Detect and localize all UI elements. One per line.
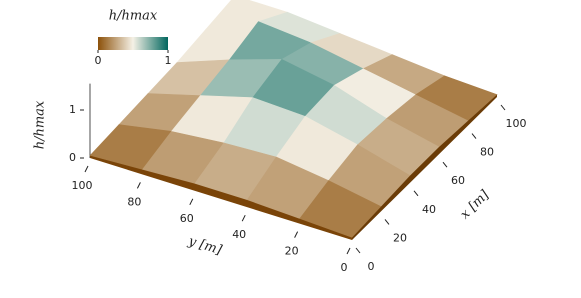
surface-wall	[352, 94, 497, 240]
y-tick-label: 40	[232, 228, 246, 241]
y-tick	[294, 231, 299, 238]
z-tick-label: 1	[69, 103, 76, 116]
x-tick	[355, 247, 361, 254]
y-axis-label: y [m]	[186, 234, 225, 259]
y-tick-label: 20	[285, 245, 299, 258]
x-tick-label: 0	[368, 260, 375, 273]
y-tick-label: 0	[341, 261, 348, 274]
x-tick	[413, 190, 419, 197]
y-tick	[346, 247, 351, 255]
y-tick	[136, 182, 141, 189]
x-tick-label: 80	[480, 146, 494, 159]
x-tick-label: 20	[393, 231, 407, 244]
y-tick	[241, 214, 246, 222]
y-tick-label: 80	[127, 195, 141, 208]
x-tick	[500, 104, 506, 111]
x-tick	[471, 133, 477, 139]
colorbar-tick-label: 1	[165, 54, 172, 67]
surface-wall	[90, 155, 352, 240]
y-tick	[84, 165, 89, 173]
x-tick-label: 60	[451, 174, 465, 187]
y-tick	[189, 198, 194, 206]
z-axis-label: h/hmax	[33, 100, 48, 149]
x-tick	[442, 161, 448, 168]
y-tick-label: 60	[180, 212, 194, 225]
x-tick-label: 40	[422, 203, 436, 216]
x-tick	[384, 219, 390, 225]
z-tick-label: 0	[69, 151, 76, 164]
colorbar	[98, 37, 168, 50]
y-tick-label: 100	[72, 179, 93, 192]
x-tick-label: 100	[506, 117, 527, 130]
x-axis-label: x [m]	[458, 187, 493, 222]
colorbar-tick-label: 0	[95, 54, 102, 67]
surface	[89, 0, 498, 240]
colorbar-label: h/hmax	[109, 9, 158, 24]
